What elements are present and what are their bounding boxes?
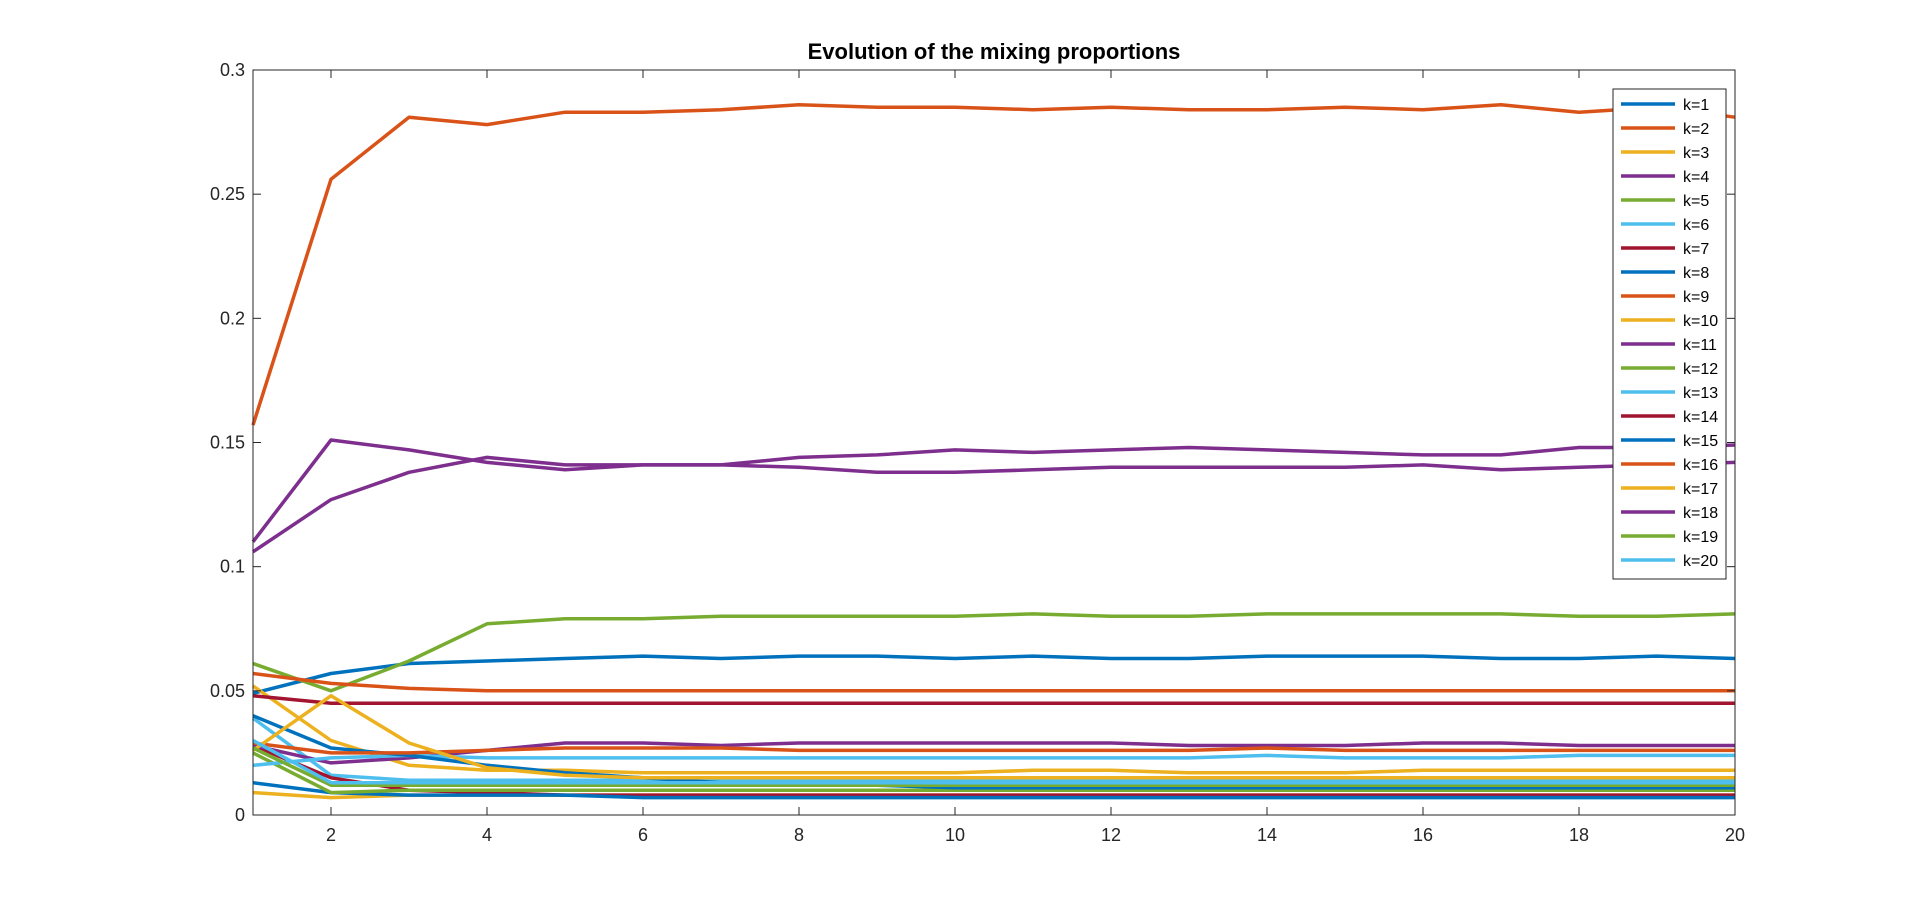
series-line-k1	[252, 654, 1736, 695]
series-line-k17	[251, 694, 1735, 780]
series-line-k5	[252, 612, 1736, 693]
series-line-k13	[252, 753, 1735, 768]
legend-label: k=13	[1683, 385, 1718, 402]
legend-label: k=18	[1683, 505, 1718, 522]
y-tick-label: 0.05	[210, 681, 245, 701]
legend-label: k=17	[1683, 481, 1718, 498]
y-tick-label: 0.1	[220, 557, 245, 577]
series-line-k7	[252, 743, 1735, 797]
series-line-k9	[252, 671, 1735, 693]
series-line-k16	[252, 741, 1735, 755]
series-line-k12	[252, 751, 1735, 795]
series-line-k4	[252, 455, 1736, 554]
series-line-k18	[251, 438, 1736, 543]
y-tick-label: 0.3	[220, 60, 245, 80]
legend-label: k=3	[1683, 145, 1709, 162]
x-tick-label: 6	[638, 825, 648, 845]
legend-label: k=4	[1683, 169, 1709, 186]
legend-label: k=14	[1683, 409, 1718, 426]
legend-label: k=1	[1683, 97, 1709, 114]
legend-label: k=9	[1683, 289, 1709, 306]
x-tick-label: 2	[326, 825, 336, 845]
x-tick-label: 12	[1101, 825, 1121, 845]
legend-label: k=20	[1683, 553, 1718, 570]
legend-label: k=8	[1683, 265, 1709, 282]
series-line-k14	[252, 694, 1735, 706]
x-tick-label: 10	[945, 825, 965, 845]
chart-title: Evolution of the mixing proportions	[808, 39, 1181, 64]
series-line-k15	[252, 714, 1735, 790]
legend-label: k=6	[1683, 217, 1709, 234]
series-lines	[251, 103, 1736, 800]
x-tick-label: 14	[1257, 825, 1277, 845]
legend-label: k=5	[1683, 193, 1709, 210]
y-tick-label: 0.25	[210, 184, 245, 204]
legend-label: k=12	[1683, 361, 1718, 378]
legend-label: k=2	[1683, 121, 1709, 138]
legend-label: k=19	[1683, 529, 1718, 546]
legend-label: k=10	[1683, 313, 1718, 330]
legend: k=1 k=2 k=3 k=4 k=5 k=6 k=7 k=8 k=9 k=10 k=11 k=12 k…	[1612, 88, 1727, 580]
series-line-k6	[251, 716, 1735, 782]
y-tick-label: 0	[235, 805, 245, 825]
series-line-k8	[252, 780, 1735, 800]
x-tick-label: 18	[1569, 825, 1589, 845]
x-tick-label: 20	[1725, 825, 1745, 845]
x-ticks: 2 4 6 8 10 12 14 16 18 20	[326, 70, 1745, 845]
series-line-k20	[252, 738, 1735, 785]
y-tick-label: 0.15	[210, 433, 245, 453]
x-tick-label: 16	[1413, 825, 1433, 845]
x-tick-label: 8	[794, 825, 804, 845]
legend-label: k=7	[1683, 241, 1709, 258]
legend-label: k=16	[1683, 457, 1718, 474]
y-ticks: 0 0.05 0.1 0.15 0.2 0.25 0.3	[210, 60, 1735, 825]
y-tick-label: 0.2	[220, 308, 245, 328]
legend-box	[1612, 88, 1727, 580]
legend-label: k=11	[1683, 337, 1717, 354]
series-line-k19	[252, 746, 1735, 787]
legend-label: k=15	[1683, 433, 1718, 450]
x-tick-label: 4	[482, 825, 492, 845]
series-line-k2	[251, 103, 1736, 426]
